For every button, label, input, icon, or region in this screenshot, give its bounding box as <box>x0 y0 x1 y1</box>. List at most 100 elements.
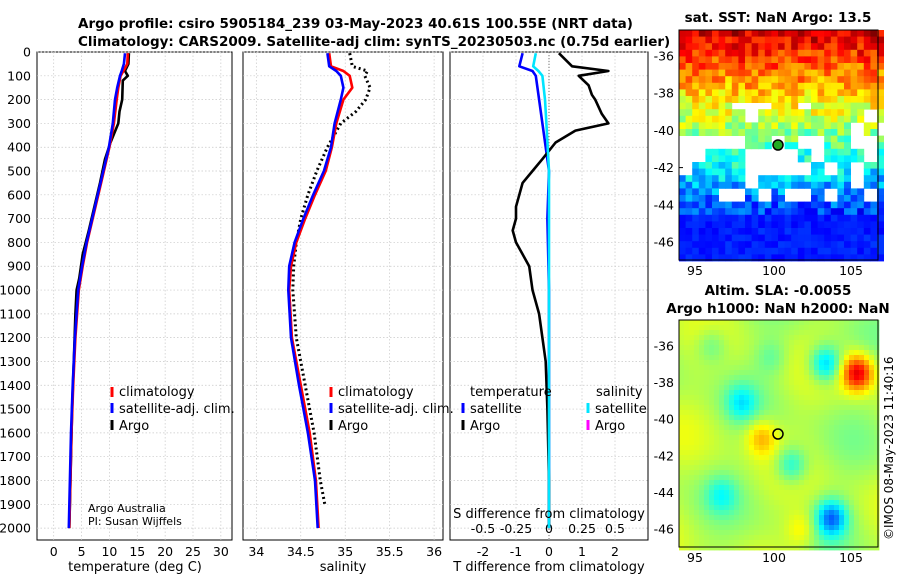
sst-cell <box>804 247 812 255</box>
sla-cell <box>834 425 840 431</box>
sst-cell <box>705 188 713 196</box>
sst-cell <box>804 241 812 249</box>
sst-cell <box>731 241 739 249</box>
sst-cell <box>685 76 693 84</box>
sla-cell <box>749 370 755 376</box>
sst-cell <box>712 102 719 110</box>
sla-cell <box>814 455 820 461</box>
sst-cell <box>712 129 719 136</box>
sla-cell <box>859 435 865 441</box>
sla-cell <box>814 470 820 476</box>
sst-cell <box>784 89 792 97</box>
sla-cell <box>874 525 880 531</box>
sla-cell <box>839 325 845 331</box>
sst-ytick-label: -42 <box>654 160 674 175</box>
sst-cell <box>850 56 858 64</box>
sla-cell <box>749 545 755 551</box>
sla-cell <box>744 510 750 516</box>
sla-cell <box>849 395 855 401</box>
sla-cell <box>874 400 880 406</box>
sla-cell <box>679 375 685 381</box>
sla-cell <box>839 420 845 426</box>
sla-cell <box>689 395 695 401</box>
sla-cell <box>724 345 730 351</box>
sla-cell <box>769 390 775 396</box>
sst-cell <box>771 122 779 130</box>
sst-cell <box>844 221 851 229</box>
sla-cell <box>739 410 745 416</box>
sst-cell <box>791 30 799 37</box>
diff-xtick-label: 1 <box>578 544 586 559</box>
diff-legend: temperature salinity satellite Argo sate… <box>461 385 647 434</box>
sla-cell <box>744 355 750 361</box>
sla-cell <box>799 435 805 441</box>
sst-cell <box>712 228 719 235</box>
sst-cell <box>784 234 792 242</box>
sst-cell <box>698 122 706 130</box>
sla-cell <box>689 480 695 486</box>
sla-cell <box>694 325 700 331</box>
sla-cell <box>874 460 880 466</box>
sla-cell <box>734 495 740 501</box>
sla-cell <box>794 460 800 466</box>
sla-cell <box>874 350 880 356</box>
sla-cell <box>804 545 810 551</box>
sla-cell <box>694 435 700 441</box>
sla-cell <box>794 395 800 401</box>
sla-cell <box>769 470 775 476</box>
sst-cell <box>778 247 785 255</box>
sla-cell <box>849 340 855 346</box>
sla-cell <box>694 355 700 361</box>
sla-ytick-label: -46 <box>654 522 674 537</box>
sst-cell <box>870 129 878 136</box>
sla-cell <box>779 415 785 421</box>
sla-cell <box>799 500 805 506</box>
sst-cell <box>811 221 818 229</box>
sst-cell <box>784 247 792 255</box>
sla-cell <box>834 390 840 396</box>
sla-cell <box>849 465 855 471</box>
sst-cell <box>679 96 686 103</box>
sla-cell <box>874 475 880 481</box>
sst-cell <box>791 76 799 84</box>
sla-cell <box>844 400 850 406</box>
sla-cell <box>749 500 755 506</box>
sst-cell <box>712 82 719 90</box>
sla-cell <box>784 340 790 346</box>
sst-cell <box>705 254 713 262</box>
sst-cell <box>863 221 871 229</box>
sla-cell <box>819 535 825 541</box>
sla-cell <box>799 430 805 436</box>
sla-cell <box>719 455 725 461</box>
sla-cell <box>694 320 700 326</box>
sla-cell <box>724 505 730 511</box>
sst-cell <box>863 102 871 110</box>
sst-cell <box>811 43 818 51</box>
sst-cell <box>850 254 858 262</box>
sla-cell <box>799 415 805 421</box>
sla-map-title2: Argo h1000: NaN h2000: NaN <box>666 301 889 317</box>
sla-cell <box>694 515 700 521</box>
sla-cell <box>849 515 855 521</box>
sla-cell <box>729 520 735 526</box>
sla-cell <box>864 345 870 351</box>
sla-cell <box>819 445 825 451</box>
sla-cell <box>739 330 745 336</box>
sst-cell <box>830 234 838 242</box>
sla-cell <box>684 465 690 471</box>
sla-cell <box>794 385 800 391</box>
sla-cell <box>689 470 695 476</box>
sla-cell <box>739 370 745 376</box>
sla-cell <box>839 355 845 361</box>
sla-cell <box>704 385 710 391</box>
sst-cell <box>738 234 746 242</box>
sla-cell <box>719 435 725 441</box>
sst-cell <box>863 247 871 255</box>
sst-cell <box>791 221 799 229</box>
sst-cell <box>718 234 726 242</box>
sla-cell <box>734 535 740 541</box>
sla-cell <box>759 515 765 521</box>
sla-cell <box>684 450 690 456</box>
sst-cell <box>817 181 825 189</box>
sla-cell <box>719 410 725 416</box>
